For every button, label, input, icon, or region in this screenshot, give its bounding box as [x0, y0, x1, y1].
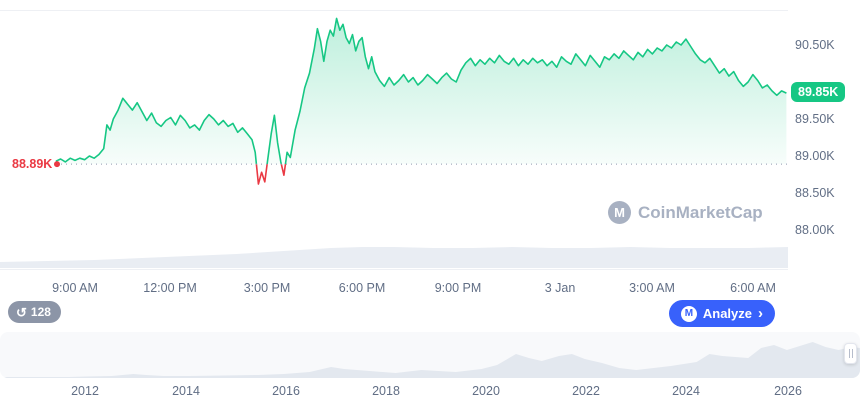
reference-price-label: 88.89K: [12, 157, 53, 171]
analyze-button[interactable]: M Analyze ›: [668, 300, 775, 327]
timeline-minimap-canvas[interactable]: [0, 332, 860, 378]
price-axis-label: 89.50K: [795, 112, 835, 126]
price-axis-label: 88.00K: [795, 223, 835, 237]
price-chart-canvas[interactable]: [0, 0, 860, 270]
time-axis-label: 12:00 PM: [143, 281, 197, 295]
year-axis-label: 2024: [672, 384, 700, 398]
time-axis-label: 9:00 AM: [52, 281, 98, 295]
time-axis-label: 3:00 PM: [243, 281, 291, 295]
year-axis-label: 2016: [272, 384, 300, 398]
time-axis-label: 3:00 AM: [629, 281, 675, 295]
coinmarketcap-button-icon: M: [680, 305, 697, 322]
candle-count-badge: ↺ 128: [8, 301, 61, 323]
time-axis-label: 9:00 PM: [434, 281, 482, 295]
year-axis-label: 2022: [572, 384, 600, 398]
year-axis-label: 2014: [172, 384, 200, 398]
timeline-minimap[interactable]: [0, 332, 860, 378]
year-axis-label: 2012: [71, 384, 99, 398]
analyze-button-label: Analyze: [702, 306, 752, 321]
time-axis-label: 6:00 AM: [730, 281, 776, 295]
candle-count-value: 128: [30, 305, 51, 319]
history-icon: ↺: [16, 304, 27, 320]
coinmarketcap-watermark: M CoinMarketCap: [608, 201, 763, 224]
year-axis-label: 2020: [472, 384, 500, 398]
time-axis-label: 3 Jan: [544, 281, 576, 295]
timeline-range-handle[interactable]: [844, 343, 857, 364]
year-axis-label: 2018: [372, 384, 400, 398]
price-axis-label: 88.50K: [795, 186, 835, 200]
current-price-badge: 89.85K: [791, 82, 846, 102]
coinmarketcap-logo-icon: M: [608, 201, 631, 224]
price-axis-label: 90.50K: [795, 38, 835, 52]
year-axis-label: 2026: [774, 384, 802, 398]
time-axis-label: 6:00 PM: [338, 281, 386, 295]
price-axis-label: 89.00K: [795, 149, 835, 163]
watermark-text: CoinMarketCap: [638, 202, 763, 222]
chevron-right-icon: ›: [758, 305, 763, 322]
